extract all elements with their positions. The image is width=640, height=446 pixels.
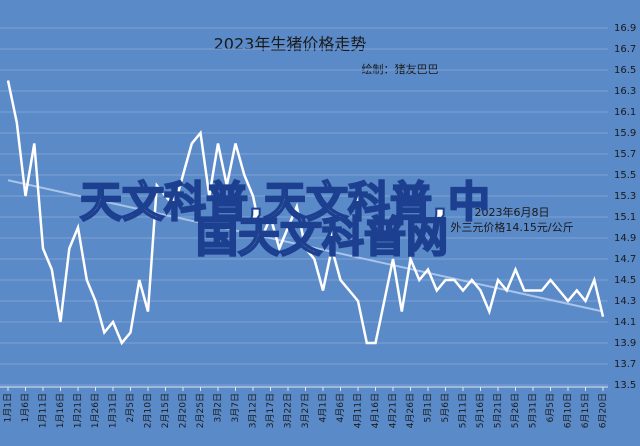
chart-title: 2023年生猪价格走势: [214, 35, 367, 54]
x-tick-label: 1月6日: [20, 393, 31, 422]
watermark: 天文科普,天文科普,中: [80, 178, 490, 227]
price-line: [6, 80, 605, 346]
x-tick-label: 5月31日: [528, 393, 539, 428]
x-tick-label: 1月16日: [55, 393, 66, 428]
x-tick-label: 5月26日: [510, 393, 521, 428]
x-tick-label: 4月11日: [353, 393, 364, 428]
x-tick-label: 3月22日: [283, 393, 294, 428]
x-tick-label: 3月27日: [300, 393, 311, 428]
annotation: 外三元价格14.15元/公斤: [450, 220, 573, 234]
y-tick-label: 13.9: [614, 338, 636, 349]
y-tick-label: 16.7: [614, 44, 636, 55]
x-tick-label: 3月2日: [213, 393, 224, 422]
x-tick-label: 1月21日: [73, 393, 84, 428]
x-tick-label: 1月11日: [38, 393, 49, 428]
y-tick-label: 15.3: [614, 191, 636, 202]
x-tick-label: 5月11日: [458, 393, 469, 428]
y-tick-label: 14.1: [614, 317, 636, 328]
y-tick-label: 15.5: [614, 170, 636, 181]
x-tick-label: 4月21日: [388, 393, 399, 428]
x-tick-label: 4月26日: [405, 393, 416, 428]
x-tick-label: 6月20日: [598, 393, 609, 428]
y-tick-label: 16.5: [614, 65, 636, 76]
x-tick-label: 5月6日: [440, 393, 451, 422]
chart-subtitle: 绘制：猪友巴巴: [362, 62, 439, 76]
x-tick-label: 6月10日: [563, 393, 574, 428]
x-tick-label: 4月16日: [370, 393, 381, 428]
watermark: 国天文科普网: [196, 213, 448, 262]
y-tick-label: 15.7: [614, 149, 636, 160]
x-tick-label: 6月15日: [580, 393, 591, 428]
y-tick-label: 16.1: [614, 107, 636, 118]
x-tick-label: 2月10日: [143, 393, 154, 428]
x-tick-label: 1月1日: [3, 393, 14, 422]
x-tick-label: 2月20日: [178, 393, 189, 428]
y-tick-label: 14.5: [614, 275, 636, 286]
x-tick-label: 2月15日: [160, 393, 171, 428]
x-tick-label: 4月6日: [335, 393, 346, 422]
x-tick-label: 1月26日: [90, 393, 101, 428]
y-tick-label: 14.9: [614, 233, 636, 244]
y-tick-label: 13.5: [614, 380, 636, 391]
y-tick-label: 16.3: [614, 86, 636, 97]
x-tick-label: 3月12日: [248, 393, 259, 428]
x-tick-label: 1月31日: [108, 393, 119, 428]
y-tick-label: 13.7: [614, 359, 636, 370]
annotation: 2023年6月8日: [475, 205, 550, 219]
y-tick-label: 15.9: [614, 128, 636, 139]
x-tick-label: 5月1日: [423, 393, 434, 422]
y-tick-label: 15.1: [614, 212, 636, 223]
x-tick-label: 3月7日: [230, 393, 241, 422]
x-tick-label: 6月5日: [545, 393, 556, 422]
y-tick-label: 14.7: [614, 254, 636, 265]
x-tick-label: 3月17日: [265, 393, 276, 428]
x-tick-label: 2月25日: [195, 393, 206, 428]
x-tick-label: 5月21日: [493, 393, 504, 428]
x-tick-label: 5月16日: [475, 393, 486, 428]
y-tick-label: 14.3: [614, 296, 636, 307]
x-tick-label: 2月5日: [125, 393, 136, 422]
x-tick-label: 4月1日: [318, 393, 329, 422]
y-tick-label: 16.9: [614, 23, 636, 34]
